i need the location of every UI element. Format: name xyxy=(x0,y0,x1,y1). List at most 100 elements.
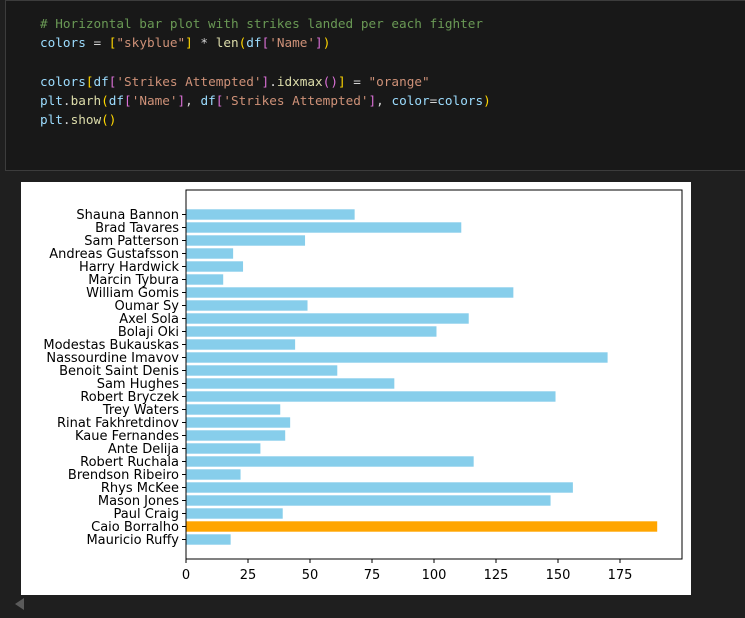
code-token: len xyxy=(215,35,239,51)
y-tick-label: Ante Delija xyxy=(108,442,179,457)
code-token: colors xyxy=(40,73,86,89)
code-token: # Horizontal bar plot with strikes lande… xyxy=(40,16,484,31)
code-line: plt.barh(df['Name'], df['Strikes Attempt… xyxy=(40,91,491,110)
code-token: ) xyxy=(322,35,331,51)
chart-bar xyxy=(186,443,261,454)
y-tick-label: Axel Sola xyxy=(119,312,179,327)
y-tick-label: Sam Patterson xyxy=(84,234,179,249)
y-tick-label: Benoit Saint Denis xyxy=(59,364,179,379)
chart-bar xyxy=(186,222,462,233)
x-tick-label: 25 xyxy=(240,568,257,583)
y-tick-label: Modestas Bukauskas xyxy=(43,338,179,353)
code-token: df xyxy=(246,35,262,51)
code-token: show xyxy=(70,111,102,127)
x-tick-label: 100 xyxy=(422,568,447,583)
chart-bar xyxy=(186,209,355,220)
chart-bar xyxy=(186,456,474,467)
chart-bar xyxy=(186,430,286,441)
code-token: df xyxy=(108,92,125,108)
code-token: ] xyxy=(177,92,186,108)
code-token: [ xyxy=(85,73,94,89)
x-tick-label: 75 xyxy=(364,568,381,583)
y-tick-label: Caio Borralho xyxy=(91,520,179,535)
x-tick-label: 175 xyxy=(608,568,633,583)
y-tick-label: Brendson Ribeiro xyxy=(68,468,179,483)
code-token: "orange" xyxy=(368,73,430,89)
y-tick-label: Brad Tavares xyxy=(95,221,179,236)
code-token: colors xyxy=(437,92,484,108)
y-tick-label: Mason Jones xyxy=(98,494,179,509)
x-tick-label: 125 xyxy=(484,568,509,583)
y-tick-label: Rhys McKee xyxy=(101,481,179,496)
chart-bar xyxy=(186,404,281,415)
code-token: ( xyxy=(238,35,247,51)
code-token: 'Strikes Attempted' xyxy=(116,73,262,89)
x-tick-label: 0 xyxy=(182,568,190,583)
code-token: ] xyxy=(315,35,323,51)
code-token: ] xyxy=(368,92,377,108)
code-token: = xyxy=(345,73,369,89)
code-token: [ xyxy=(108,73,117,89)
code-line: # Horizontal bar plot with strikes lande… xyxy=(40,14,491,33)
code-token: 'Name' xyxy=(269,35,316,51)
code-token: ) xyxy=(483,92,491,108)
code-token: [ xyxy=(261,35,270,51)
code-token: ] xyxy=(185,35,193,51)
chart-bar xyxy=(186,248,234,259)
code-line xyxy=(40,52,491,71)
code-token: . xyxy=(62,111,71,127)
chart-bar xyxy=(186,521,658,532)
x-tick-label: 150 xyxy=(546,568,571,583)
code-token: = xyxy=(85,35,109,51)
y-tick-label: Kaue Fernandes xyxy=(75,429,179,444)
code-token: ] xyxy=(337,73,346,89)
y-tick-label: Trey Waters xyxy=(102,403,179,418)
y-tick-label: Oumar Sy xyxy=(114,299,179,314)
code-token: barh xyxy=(70,92,102,108)
code-token: 'Name' xyxy=(131,92,178,108)
code-token: ) xyxy=(330,73,338,89)
chart-bar xyxy=(186,417,291,428)
code-token: color xyxy=(391,92,430,108)
chart-bar xyxy=(186,287,514,298)
code-token: df xyxy=(93,73,109,89)
code-token: [ xyxy=(124,92,132,108)
chart-bar xyxy=(186,352,608,363)
chart-bar xyxy=(186,378,395,389)
scroll-left-icon[interactable] xyxy=(15,598,24,610)
output-area: Shauna Bannon Brad Tavares Sam Patterson An… xyxy=(21,182,691,595)
y-tick-label: Sam Hughes xyxy=(97,377,180,392)
code-token: 'Strikes Attempted' xyxy=(223,92,369,108)
chart-bar xyxy=(186,495,551,506)
chart-bar xyxy=(186,534,231,545)
chart-bar xyxy=(186,365,338,376)
code-token: idxmax xyxy=(276,73,323,89)
y-tick-label: Harry Hardwick xyxy=(79,260,180,275)
code-token: , xyxy=(185,92,201,108)
chart-bar xyxy=(186,274,224,285)
y-tick-label: Bolaji Oki xyxy=(118,325,179,340)
code-token: [ xyxy=(108,35,117,51)
code-cell[interactable]: # Horizontal bar plot with strikes lande… xyxy=(5,0,745,171)
chart-bar xyxy=(186,391,556,402)
chart-bar xyxy=(186,235,306,246)
code-token: * xyxy=(192,35,216,51)
y-tick-label: Andreas Gustafsson xyxy=(49,247,179,262)
code-token: . xyxy=(62,92,71,108)
code-token: () xyxy=(101,111,117,127)
code-token: ( xyxy=(101,92,109,108)
chart-bar xyxy=(186,261,244,272)
chart-bar xyxy=(186,482,573,493)
y-tick-label: Paul Craig xyxy=(114,507,179,522)
y-tick-label: Robert Bryczek xyxy=(80,390,179,405)
chart-bar xyxy=(186,300,308,311)
code-line: colors = ["skyblue"] * len(df['Name']) xyxy=(40,33,491,52)
chart-bar xyxy=(186,508,283,519)
code-token: [ xyxy=(215,92,224,108)
y-tick-label: Robert Ruchala xyxy=(80,455,179,470)
code-editor[interactable]: # Horizontal bar plot with strikes lande… xyxy=(40,14,491,129)
y-tick-label: Nassourdine Imavov xyxy=(46,351,179,366)
code-token: ] xyxy=(261,73,270,89)
code-token: "skyblue" xyxy=(116,35,186,51)
